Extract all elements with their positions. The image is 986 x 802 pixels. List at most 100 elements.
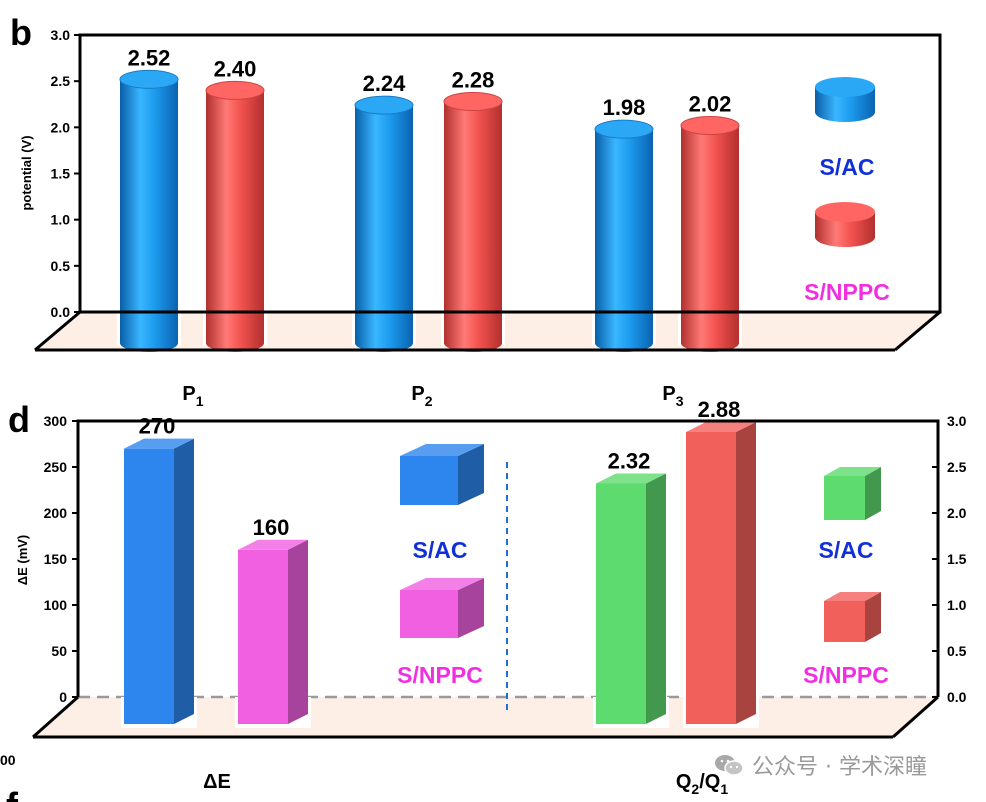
bar-top — [124, 438, 194, 449]
legend-swatch-cube-side — [458, 578, 484, 638]
panel-b-x-label-p1: P1 — [182, 383, 203, 409]
panel-b-x-label-p2: P2 — [411, 383, 432, 409]
panel-d-y-tick-label: 200 — [44, 505, 68, 521]
bar-side — [288, 539, 308, 724]
panel-b-legend-item-s-ac: S/AC — [815, 77, 875, 180]
panel-b-bar-body — [120, 79, 178, 352]
legend-swatch-cylinder-top — [815, 77, 875, 97]
panel-d-y-tick-label: 0 — [59, 689, 67, 705]
panel-b-legend-label: S/NPPC — [804, 279, 890, 305]
panel-d-value-label: 2.88 — [698, 397, 741, 422]
panel-b-bar-s-ac-3: 1.98 — [592, 95, 656, 352]
panel-b-y-tick-label: 1.5 — [51, 166, 71, 182]
watermark-text: 公众号 · 学术深瞳 — [752, 755, 927, 780]
panel-d-legend-item-delta-e-s-nppc: S/NPPC — [397, 578, 484, 688]
panel-b-y-axis: 0.0 0.5 1.0 1.5 2.0 2.5 3.0 — [51, 27, 80, 320]
panel-b-y-tick-label: 2.0 — [51, 119, 71, 135]
legend-swatch-cube-side — [865, 467, 881, 520]
panel-d-right-y-tick-label: 1.0 — [947, 597, 967, 613]
panel-b-legend-item-s-nppc: S/NPPC — [804, 202, 890, 305]
panel-d-legend-item-q2-q1-s-ac: S/AC — [819, 467, 881, 563]
panel-b-bar-s-nppc-3: 2.02 — [678, 91, 742, 352]
panel-d-y-tick-label: 100 — [44, 597, 68, 613]
legend-swatch-cylinder — [815, 87, 875, 122]
panel-d-floor-right-edge — [892, 695, 939, 739]
panel-b-bars: 2.52 2.24 1.98 2.40 2.28 2.02 — [117, 45, 742, 352]
panel-d-bar-q2-q1-s-nppc: 2.88 — [683, 397, 759, 728]
panel-b-bar-top — [205, 80, 265, 100]
panel-d-right-y-tick-label: 2.5 — [947, 459, 967, 475]
watermark: 公众号 · 学术深瞳 — [714, 749, 927, 781]
panel-b-value-label: 2.28 — [452, 67, 495, 92]
panel-d-bar-q2-q1-s-ac: 2.32 — [593, 449, 669, 728]
panel-b-value-label: 1.98 — [603, 95, 646, 120]
panel-d-legend-label: S/AC — [413, 537, 468, 563]
legend-swatch-cylinder-top — [815, 202, 875, 222]
bar-top — [686, 422, 756, 433]
panel-d-legend-item-q2-q1-s-nppc: S/NPPC — [803, 592, 889, 688]
bar-front — [596, 483, 646, 724]
panel-b-value-label: 2.02 — [689, 91, 732, 116]
panel-d-y-tick-label: 250 — [44, 459, 68, 475]
legend-swatch-cube-front — [824, 476, 865, 520]
bar-front — [238, 549, 288, 724]
panel-d-right-y-tick-label: 0.0 — [947, 689, 967, 705]
legend-swatch-cube-top — [824, 467, 881, 476]
panel-b-bar-s-nppc-1: 2.40 — [203, 56, 267, 352]
panel-b-y-tick-label: 3.0 — [51, 27, 71, 43]
panel-f-letter: f — [6, 785, 19, 802]
panel-b-x-label-p3: P3 — [662, 383, 683, 409]
panel-d-legend-item-delta-e-s-ac: S/AC — [400, 444, 484, 563]
legend-swatch-cube-side — [865, 592, 881, 642]
panel-b-value-label: 2.52 — [128, 45, 171, 70]
panel-b-floor-right-edge — [894, 310, 941, 352]
panel-b-bar-s-ac-2: 2.24 — [352, 71, 416, 352]
panel-d-legend-label: S/AC — [819, 537, 874, 563]
panel-b-floor-left-edge — [34, 310, 81, 352]
panel-d-value-label: 270 — [139, 414, 176, 439]
panel-b-value-label: 2.40 — [214, 56, 257, 81]
panel-d-right-y-tick-label: 1.5 — [947, 551, 967, 567]
panel-d-y-tick-label: 50 — [51, 643, 67, 659]
legend-swatch-cylinder — [815, 212, 875, 247]
bar-side — [646, 473, 666, 724]
panel-b-y-tick-label: 1.0 — [51, 212, 71, 228]
panel-b-bar-top — [594, 119, 654, 139]
bar-side — [736, 422, 756, 724]
panel-b-y-tick-label: 0.5 — [51, 258, 71, 274]
panel-d-y-axis-right: 0.0 0.5 1.0 1.5 2.0 2.5 3.0 — [932, 413, 967, 705]
panel-b-bar-body — [681, 125, 739, 352]
panel-d-x-label-q2-q1: Q2/Q1 — [676, 771, 728, 797]
panel-b-letter: b — [10, 12, 32, 53]
panel-b-y-axis-label: potential (V) — [19, 135, 34, 210]
panel-b-bar-s-nppc-2: 2.28 — [441, 67, 505, 352]
wechat-icon — [714, 753, 744, 777]
legend-swatch-cube-side — [458, 444, 484, 505]
panel-b-bar-body — [595, 129, 653, 352]
panel-b-y-tick-label: 2.5 — [51, 73, 71, 89]
panel-b-y-tick-label: 0.0 — [51, 304, 71, 320]
bar-top — [596, 473, 666, 484]
legend-swatch-cube-front — [400, 456, 458, 505]
panel-d-bar-delta-e-s-ac: 270 — [121, 414, 197, 728]
panel-b-bar-s-ac-1: 2.52 — [117, 45, 181, 352]
panel-b-bar-body — [355, 105, 413, 352]
panel-d-y-axis-label: ΔE (mV) — [15, 535, 30, 586]
panel-d-legends: S/AC S/NPPC S/AC S/NPPC — [397, 444, 889, 688]
stray-axis-label: 00 — [0, 752, 16, 768]
panel-d-right-y-tick-label: 2.0 — [947, 505, 967, 521]
panel-d-y-axis-left: 0 50 100 150 200 250 300 — [44, 413, 78, 705]
panel-b-legend-label: S/AC — [820, 154, 875, 180]
panel-d-legend-label: S/NPPC — [803, 662, 889, 688]
panel-b-bar-top — [680, 115, 740, 135]
panel-d-x-labels: ΔE Q2/Q1 — [203, 771, 728, 797]
panel-b-bar-top — [354, 95, 414, 115]
panel-d-x-label-delta-e: ΔE — [203, 771, 231, 793]
panel-b-bar-body — [206, 90, 264, 352]
panel-d-y-tick-label: 300 — [44, 413, 68, 429]
bar-front — [124, 448, 174, 724]
panel-d-letter: d — [8, 399, 30, 440]
panel-b-bar-top — [443, 91, 503, 111]
